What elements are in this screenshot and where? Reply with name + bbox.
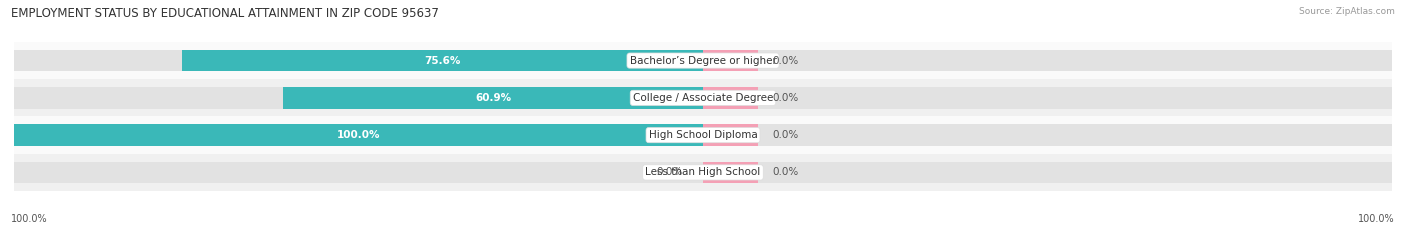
Bar [14, 79, 1392, 116]
Bar [14, 42, 1392, 79]
Bar [14, 116, 1392, 154]
Bar [183, 50, 703, 71]
Text: Source: ZipAtlas.com: Source: ZipAtlas.com [1299, 7, 1395, 16]
Text: College / Associate Degree: College / Associate Degree [633, 93, 773, 103]
Text: 0.0%: 0.0% [657, 168, 682, 177]
Bar [703, 162, 758, 183]
Bar [703, 87, 758, 109]
Bar [14, 124, 1392, 146]
Text: 100.0%: 100.0% [1358, 214, 1395, 224]
Text: Less than High School: Less than High School [645, 168, 761, 177]
Text: 100.0%: 100.0% [337, 130, 380, 140]
Text: EMPLOYMENT STATUS BY EDUCATIONAL ATTAINMENT IN ZIP CODE 95637: EMPLOYMENT STATUS BY EDUCATIONAL ATTAINM… [11, 7, 439, 20]
Bar [14, 124, 703, 146]
Text: 0.0%: 0.0% [772, 168, 799, 177]
Bar [284, 87, 703, 109]
Text: 75.6%: 75.6% [425, 56, 461, 65]
Text: 0.0%: 0.0% [772, 56, 799, 65]
Text: Bachelor’s Degree or higher: Bachelor’s Degree or higher [630, 56, 776, 65]
Text: High School Diploma: High School Diploma [648, 130, 758, 140]
Bar [703, 50, 758, 71]
Text: 60.9%: 60.9% [475, 93, 512, 103]
Bar [14, 87, 1392, 109]
Bar [14, 162, 1392, 183]
Text: 0.0%: 0.0% [772, 130, 799, 140]
Text: 100.0%: 100.0% [11, 214, 48, 224]
Text: 0.0%: 0.0% [772, 93, 799, 103]
Bar [14, 50, 1392, 71]
Bar [703, 124, 758, 146]
Bar [14, 154, 1392, 191]
